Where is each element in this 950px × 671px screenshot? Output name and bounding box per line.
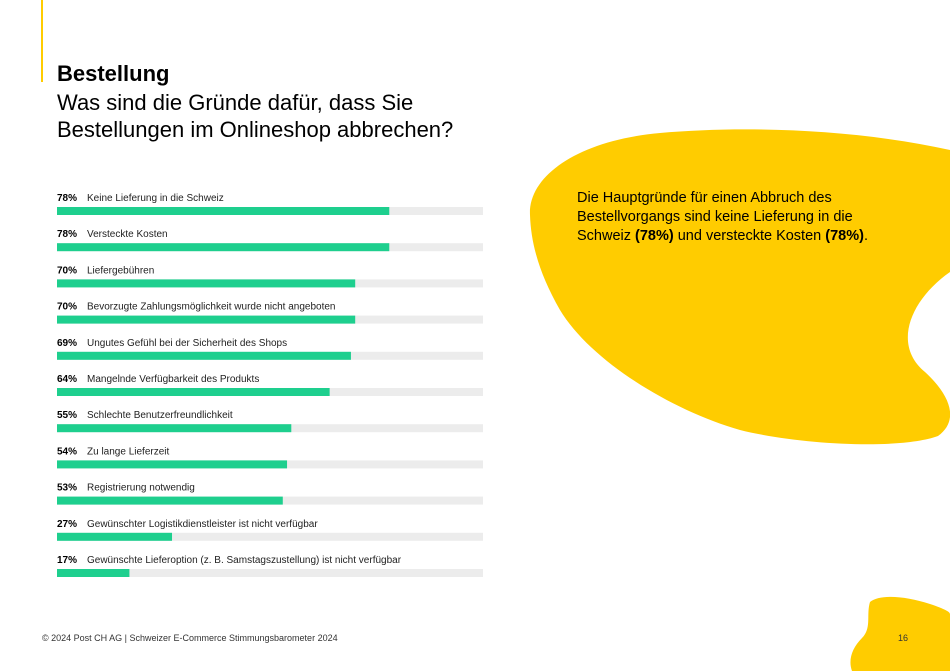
bar-category-label: Versteckte Kosten	[87, 229, 168, 240]
chart-question: Was sind die Gründe dafür, dass Sie Best…	[57, 90, 454, 142]
accent-line	[41, 0, 43, 82]
bar-track	[57, 532, 483, 541]
bar-value-label: 27%	[57, 519, 77, 530]
bar-value-label: 78%	[57, 193, 77, 204]
bar-category-label: Ungutes Gefühl bei der Sicherheit des Sh…	[87, 338, 287, 349]
page-title: Bestellung	[57, 61, 170, 86]
bar-value-label: 78%	[57, 229, 77, 240]
bar	[57, 569, 130, 577]
bottom-yellow-blob	[850, 596, 950, 671]
callout-text-1: Die Hauptgründe für einen Abbruch des Be…	[577, 190, 853, 244]
bar-category-label: Keine Lieferung in die Schweiz	[87, 193, 224, 204]
bar	[57, 496, 283, 505]
callout-text-3: .	[863, 228, 868, 244]
bar-value-label: 69%	[57, 338, 77, 349]
bar-value-label: 70%	[57, 265, 77, 276]
bar-category-label: Liefergebühren	[87, 265, 154, 276]
footer-copyright: © 2024 Post CH AG | Schweizer E-Commerce…	[42, 633, 338, 643]
bar-value-label: 54%	[57, 446, 77, 457]
page-number: 16	[898, 633, 909, 643]
bar-category-label: Zu lange Lieferzeit	[87, 446, 169, 457]
bar	[57, 388, 330, 396]
bar-value-label: 53%	[57, 483, 77, 494]
bar	[57, 207, 390, 215]
bar-value-label: 55%	[57, 410, 77, 421]
bar-category-label: Gewünschter Logistikdienstleister ist ni…	[87, 519, 318, 530]
callout-value-1: (78%)	[635, 228, 674, 244]
bar	[57, 532, 173, 541]
bar-category-label: Gewünschte Lieferoption (z. B. Samstagsz…	[87, 555, 402, 566]
bar	[57, 460, 288, 469]
bar-value-label: 64%	[57, 374, 77, 385]
bar-track	[57, 569, 483, 577]
bar	[57, 351, 351, 360]
bar	[57, 424, 292, 433]
bar-category-label: Bevorzugte Zahlungsmöglichkeit wurde nic…	[87, 302, 336, 313]
main-yellow-blob	[529, 129, 950, 445]
bar-category-label: Schlechte Benutzerfreundlichkeit	[87, 410, 233, 421]
bar	[57, 243, 390, 252]
callout-value-2: (78%)	[825, 228, 864, 244]
bar-value-label: 17%	[57, 555, 77, 566]
callout-text-2: und versteckte Kosten	[673, 228, 826, 244]
bar-value-label: 70%	[57, 302, 77, 313]
bar-category-label: Registrierung notwendig	[87, 483, 195, 494]
key-finding-callout: Die Hauptgründe für einen Abbruch des Be…	[577, 189, 897, 246]
bars-group: 78% Keine Lieferung in die Schweiz 78% Vers…	[57, 193, 483, 577]
bar	[57, 279, 356, 288]
bar-category-label: Mangelnde Verfügbarkeit des Produkts	[87, 374, 259, 385]
bar	[57, 315, 356, 324]
